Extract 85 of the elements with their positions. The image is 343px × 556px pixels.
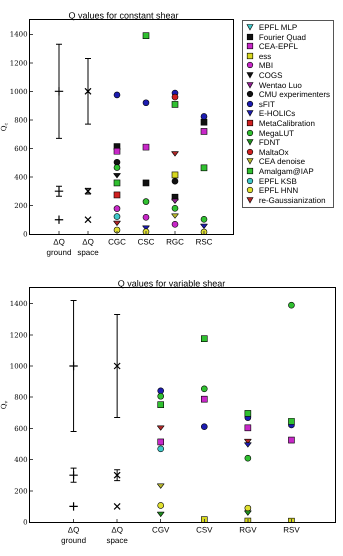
point	[244, 424, 252, 432]
point	[200, 164, 208, 172]
point	[200, 128, 208, 135]
point	[157, 438, 164, 446]
point	[172, 205, 178, 212]
point	[172, 101, 178, 108]
point	[244, 410, 252, 417]
legend-label: sFIT	[258, 100, 275, 109]
point	[142, 198, 150, 205]
legend-label: MBI	[258, 61, 274, 70]
point	[200, 335, 208, 342]
point	[84, 88, 92, 95]
point	[114, 192, 120, 198]
legend-label: re-Gaussianization	[258, 196, 326, 205]
point	[157, 401, 164, 408]
legend-label: Fourier Quad	[258, 32, 306, 42]
point	[68, 470, 78, 480]
point	[288, 302, 295, 308]
point	[157, 502, 164, 509]
point	[200, 385, 208, 392]
legend-label: E-HOLICs	[258, 109, 296, 118]
point	[244, 504, 252, 512]
point	[172, 94, 178, 100]
legend-label: ess	[258, 52, 272, 61]
point	[200, 228, 208, 234]
legend-label: Amalgam@IAP	[258, 166, 314, 176]
x-tick-label: ΔQ ground	[46, 238, 72, 257]
point	[114, 502, 121, 510]
x-tick-label: RSC	[196, 238, 213, 247]
point	[200, 118, 208, 126]
legend-label: FDNT	[258, 138, 280, 148]
x-tick-label: RSV	[283, 526, 300, 535]
point	[68, 502, 78, 512]
x-tick-label: ΔQ space	[77, 238, 100, 257]
point	[142, 180, 150, 186]
point	[157, 388, 164, 394]
point	[288, 418, 295, 425]
legend-label: CEA denoise	[258, 157, 306, 166]
point	[84, 216, 92, 224]
point	[142, 32, 150, 39]
point	[142, 99, 150, 106]
legend-label: MaltaOx	[258, 148, 289, 157]
legend-label: MetaCalibration	[258, 118, 315, 128]
point	[200, 396, 208, 403]
point	[114, 362, 121, 370]
point	[142, 214, 150, 221]
legend-label: COGS	[258, 70, 282, 80]
x-tick-label: CGC	[108, 238, 126, 247]
point	[142, 144, 150, 150]
point	[200, 113, 208, 120]
legend-label: CMU experimenters	[258, 90, 330, 100]
point	[114, 180, 120, 186]
point	[172, 221, 178, 228]
point	[172, 178, 178, 185]
x-tick-label: CSC	[138, 238, 155, 247]
point	[114, 205, 120, 212]
point	[114, 226, 120, 234]
point	[54, 214, 64, 225]
x-tick-label: RGC	[166, 238, 184, 247]
point	[157, 392, 164, 400]
point	[114, 164, 120, 171]
x-tick-label: CSV	[196, 526, 214, 535]
legend-label: EPFL HNN	[258, 186, 298, 196]
point	[114, 472, 121, 479]
legend-label: CEA-EPFL	[258, 42, 298, 52]
point	[114, 148, 120, 155]
point	[244, 454, 252, 462]
x-tick-label: RGV	[239, 526, 258, 535]
point	[200, 216, 208, 223]
point	[157, 446, 164, 452]
point	[200, 423, 208, 430]
point	[114, 213, 120, 220]
legend-label: Wentao Luo	[258, 80, 302, 90]
point	[142, 228, 150, 234]
point	[68, 361, 78, 371]
point	[54, 86, 64, 96]
legend-label: EPFL MLP	[258, 23, 298, 32]
x-tick-label: ΔQ space	[106, 526, 128, 545]
legend-label: EPFL KSB	[258, 176, 297, 186]
x-tick-label: CGV	[152, 526, 170, 535]
x-tick-label: ΔQ ground	[61, 526, 86, 545]
point	[114, 92, 120, 98]
legend-label: MegaLUT	[258, 128, 294, 138]
point	[288, 436, 295, 444]
point	[172, 172, 178, 178]
